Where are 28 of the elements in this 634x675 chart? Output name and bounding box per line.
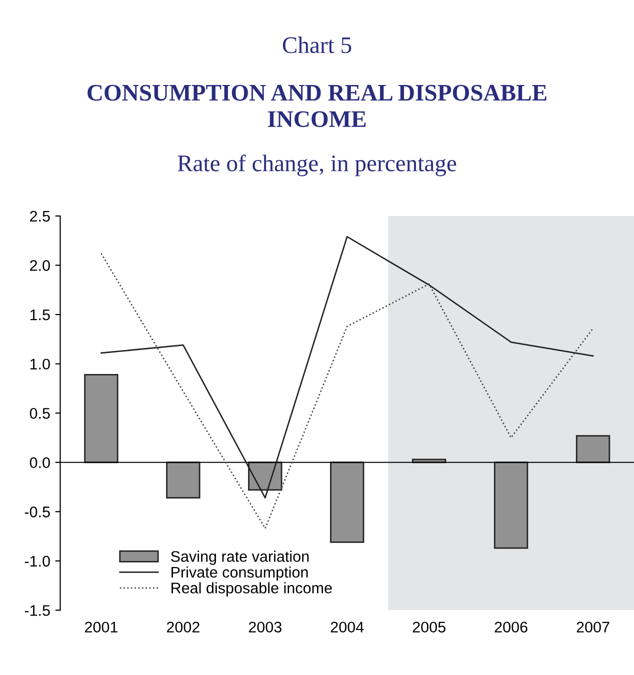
line-series (100, 236, 594, 499)
x-tick-label: 2002 (166, 622, 200, 633)
bar (494, 462, 528, 549)
bar (330, 462, 364, 543)
line-series (100, 252, 594, 530)
x-tick-label: 2003 (248, 622, 282, 633)
y-tick-label: 2.0 (30, 260, 50, 271)
x-tick-label: 2005 (412, 622, 446, 633)
y-tick-label: -1.5 (24, 605, 50, 616)
y-tick-label: 2.5 (30, 210, 50, 222)
y-tick-label: 0.0 (30, 457, 50, 468)
chart-title: Chart 5 CONSUMPTION AND REAL DISPOSABLE INCOME (88, 36, 546, 128)
x-tick-label: 2007 (576, 622, 610, 633)
bar (166, 462, 200, 499)
legend-label: Saving rate variation (170, 550, 309, 565)
y-tick-label: 1.0 (30, 358, 50, 370)
x-tick-label: 2001 (84, 622, 118, 633)
chart-subtitle: Rate of change, in percentage (178, 154, 456, 176)
x-tick-label: 2004 (330, 622, 364, 633)
y-tick-label: -1.0 (24, 556, 50, 567)
bar (576, 435, 610, 464)
x-tick-label: 2006 (494, 622, 528, 633)
y-tick-label: 1.5 (30, 310, 50, 320)
legend-label: Real disposable income (172, 582, 332, 596)
y-tick-label: 0.5 (30, 408, 50, 419)
legend-label: Private consumption (172, 566, 308, 581)
y-tick-label: -0.5 (24, 506, 50, 518)
bar (84, 374, 118, 464)
